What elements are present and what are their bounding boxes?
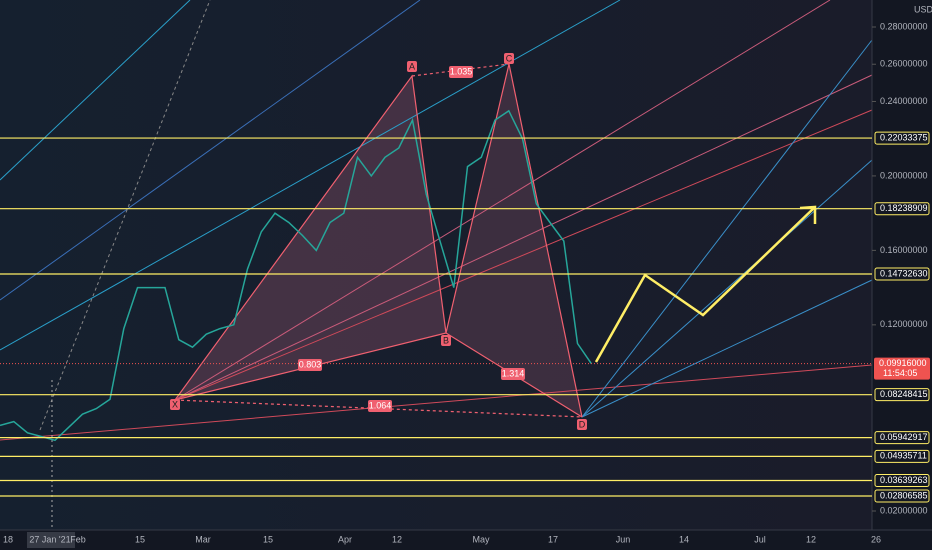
level-label: 0.03639263 (880, 475, 928, 485)
price-tick-label: 0.16000000 (880, 245, 928, 255)
level-tag (874, 449, 930, 463)
price-tick-label: 0.12000000 (880, 319, 928, 329)
time-label: 14 (679, 534, 689, 544)
current-price-label: 0.09916000 (879, 358, 927, 368)
level-label: 0.02806585 (880, 490, 928, 500)
fan-line (0, 0, 621, 351)
current-price-tag (874, 357, 930, 380)
ratio-label: 1.314 (502, 368, 525, 378)
time-label: Apr (338, 534, 352, 544)
pattern-point-label: X (172, 399, 178, 409)
level-label: 0.22033375 (880, 132, 928, 142)
ratio-tag (298, 359, 322, 371)
pattern-point-label: A (409, 61, 415, 71)
price-tick-label: 0.28000000 (880, 21, 928, 31)
fan-line (0, 0, 421, 301)
ratio-tag (449, 66, 473, 78)
ratio-label: 1.035 (450, 66, 473, 76)
level-tag (874, 431, 930, 445)
pattern-bcd (446, 64, 582, 417)
level-tag (874, 131, 930, 145)
level-label: 0.08248415 (880, 389, 928, 399)
pattern-leg (174, 399, 583, 418)
fan-line (174, 109, 873, 401)
fan-line (581, 159, 873, 418)
ratio-label: 1.064 (369, 400, 392, 410)
countdown-label: 11:54:05 (883, 368, 917, 378)
pattern-point-tag (407, 61, 417, 72)
price-tick-label: 0.26000000 (880, 59, 928, 69)
level-tag (874, 489, 930, 503)
fan-line (174, 0, 831, 401)
time-label: 27 Jan '21 (29, 534, 70, 544)
price-tick-label: 0.24000000 (880, 96, 928, 106)
time-label: 12 (806, 534, 816, 544)
pattern-point-tag (170, 399, 180, 410)
pattern-point-label: D (579, 419, 586, 429)
pattern-point-tag (441, 335, 451, 346)
level-tag (874, 267, 930, 281)
time-label: Mar (195, 534, 211, 544)
time-label: 12 (392, 534, 402, 544)
time-label: 17 (548, 534, 558, 544)
time-label: Jul (754, 534, 766, 544)
fan-line (174, 74, 873, 401)
price-line (0, 109, 592, 442)
fan-line (0, 0, 191, 181)
time-label: 15 (263, 534, 273, 544)
level-label: 0.14732630 (880, 268, 928, 278)
level-tag (874, 473, 930, 487)
trend-dash (39, 0, 211, 431)
time-label: 18 (3, 534, 13, 544)
pattern-point-tag (504, 53, 514, 64)
level-label: 0.04935711 (880, 451, 927, 461)
pattern-xab (175, 76, 446, 400)
projection-path (594, 206, 816, 363)
level-tag (874, 202, 930, 216)
price-tick-label: 0.02000000 (880, 505, 928, 515)
fan-line (0, 364, 873, 441)
time-label: Jun (616, 534, 631, 544)
level-label: 0.05942917 (880, 432, 928, 442)
plot-bg (0, 0, 872, 530)
level-label: 0.18238909 (880, 203, 928, 213)
time-label: 15 (135, 534, 145, 544)
projection-arrow (799, 205, 817, 224)
level-tag (874, 388, 930, 402)
fan-line (581, 39, 873, 418)
time-cursor-tag (27, 532, 75, 548)
ratio-tag (368, 400, 392, 412)
pattern-point-tag (577, 419, 587, 430)
time-label: Feb (70, 534, 86, 544)
pattern-point-label: C (506, 53, 513, 63)
price-tick-label: 0.20000000 (880, 170, 928, 180)
ratio-label: 0.803 (299, 359, 322, 369)
time-label: May (472, 534, 490, 544)
ratio-tag (501, 368, 525, 380)
currency-label: USD (914, 4, 932, 14)
pattern-point-label: B (443, 335, 449, 345)
time-label: 26 (871, 534, 881, 544)
fan-lines (0, 0, 873, 530)
